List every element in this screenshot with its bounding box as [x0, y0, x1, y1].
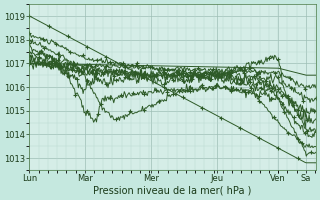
X-axis label: Pression niveau de la mer( hPa ): Pression niveau de la mer( hPa )	[93, 186, 252, 196]
